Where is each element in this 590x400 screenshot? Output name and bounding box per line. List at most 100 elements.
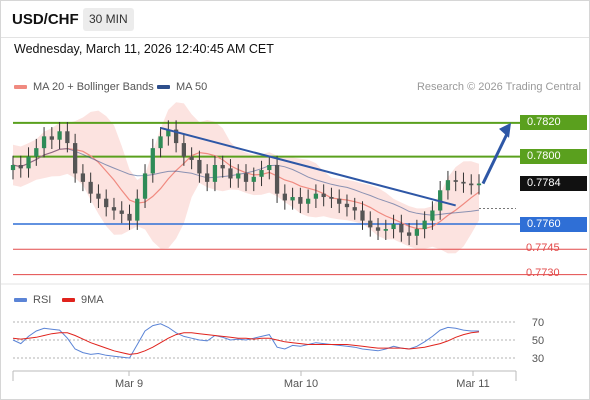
- level-lines: [13, 121, 587, 276]
- candle-body: [72, 143, 78, 174]
- candle-body: [10, 165, 16, 171]
- legend-rsi: RSI: [14, 294, 51, 306]
- candle-body: [329, 197, 334, 199]
- price-candles: [10, 120, 482, 246]
- candle-body: [236, 173, 241, 179]
- x-tick-label: Mar 9: [115, 378, 143, 390]
- resistance-2-label: 0.7820: [520, 115, 587, 131]
- rsi-line: [12, 323, 479, 359]
- candle-body: [251, 176, 256, 182]
- rsi-tick-50: 50: [532, 335, 544, 347]
- projection-arrow-shaft: [481, 133, 509, 185]
- candle-body: [476, 183, 482, 186]
- candle-body: [65, 131, 70, 144]
- candle-body: [80, 173, 86, 182]
- candle-body: [189, 156, 194, 160]
- candle-body: [41, 136, 47, 149]
- candle-body: [96, 193, 101, 199]
- legend-rsi-ma: 9MA: [62, 294, 104, 306]
- ma50-swatch: [157, 85, 170, 90]
- legend-rsi-ma-label: 9MA: [81, 294, 104, 306]
- candle-body: [205, 173, 210, 182]
- candle-body: [445, 180, 451, 191]
- candle-body: [453, 180, 458, 182]
- x-tick-label: Mar 11: [456, 378, 489, 390]
- candle-body: [290, 197, 295, 201]
- rsi-ma-line: [12, 331, 480, 355]
- legend-ma20: MA 20 + Bollinger Bands: [14, 81, 154, 93]
- candle-body: [298, 197, 303, 204]
- candle-body: [26, 156, 31, 169]
- downtrend-line: [160, 126, 456, 207]
- legend-ma50-label: MA 50: [176, 81, 208, 93]
- x-axis: Mar 9 Mar 10 Mar 11: [12, 370, 517, 390]
- candle-body: [422, 220, 427, 230]
- candle-body: [406, 232, 412, 236]
- legend-ma20-label: MA 20 + Bollinger Bands: [33, 81, 154, 93]
- candle-body: [34, 148, 39, 157]
- trendline: [160, 122, 511, 207]
- candle-body: [220, 165, 225, 169]
- candle-body: [337, 198, 342, 204]
- projection-arrow-head: [499, 122, 511, 138]
- candle-body: [383, 229, 388, 231]
- candle-body: [57, 131, 62, 140]
- x-tick-label: Mar 10: [284, 378, 318, 390]
- candle-body: [259, 170, 264, 177]
- candle-body: [352, 207, 357, 211]
- candle-body: [228, 168, 233, 179]
- candle-body: [414, 229, 420, 236]
- candle-body: [360, 210, 365, 221]
- candle-body: [461, 181, 466, 184]
- research-credit: Research © 2026 Trading Central: [416, 81, 581, 93]
- candle-body: [469, 183, 474, 186]
- candle-body: [111, 207, 117, 211]
- candle-body: [267, 165, 272, 171]
- rsi-swatch: [14, 298, 27, 303]
- rsi-tick-70: 70: [532, 317, 544, 329]
- last-price-label: 0.7784: [520, 176, 587, 192]
- candle-body: [430, 210, 435, 221]
- symbol-title: USD/CHF: [12, 11, 79, 28]
- candle-body: [158, 136, 163, 149]
- candle-body: [368, 220, 373, 228]
- candle-body: [181, 143, 187, 157]
- candle-body: [119, 210, 124, 214]
- candle-body: [212, 165, 218, 182]
- candle-body: [127, 213, 132, 221]
- candle-body: [49, 136, 54, 140]
- candle-body: [104, 198, 109, 208]
- candle-body: [150, 148, 155, 174]
- candle-body: [18, 165, 23, 169]
- candle-body: [321, 193, 326, 198]
- candle-body: [313, 193, 319, 199]
- chart-header: USD/CHF 30 MIN: [1, 1, 589, 38]
- candle-body: [197, 159, 202, 174]
- candle-body: [344, 203, 350, 208]
- rsi-panel: 30 50 70: [1, 283, 589, 365]
- candle-body: [88, 181, 93, 194]
- candle-body: [391, 224, 396, 230]
- ma20-swatch: [14, 85, 27, 90]
- candle-body: [282, 193, 287, 201]
- candle-body: [399, 224, 404, 233]
- pivot-label: 0.7760: [520, 216, 587, 232]
- candle-body: [375, 227, 381, 231]
- interval-badge[interactable]: 30 MIN: [83, 8, 134, 31]
- candle-body: [305, 198, 311, 204]
- timestamp: Wednesday, March 11, 2026 12:40:45 AM CE…: [14, 42, 274, 56]
- candle-body: [135, 198, 140, 221]
- candle-body: [166, 129, 171, 137]
- candle-body: [274, 165, 280, 194]
- candle-body: [243, 173, 249, 182]
- support-2-label: 0.7730: [526, 267, 560, 280]
- legend-rsi-label: RSI: [33, 294, 52, 306]
- legend-ma50: MA 50: [157, 81, 207, 93]
- candle-body: [173, 129, 179, 144]
- rsi-tick-30: 30: [532, 353, 544, 365]
- candle-body: [142, 173, 148, 199]
- rsi-ma-swatch: [62, 298, 75, 303]
- resistance-1-label: 0.7800: [520, 149, 587, 165]
